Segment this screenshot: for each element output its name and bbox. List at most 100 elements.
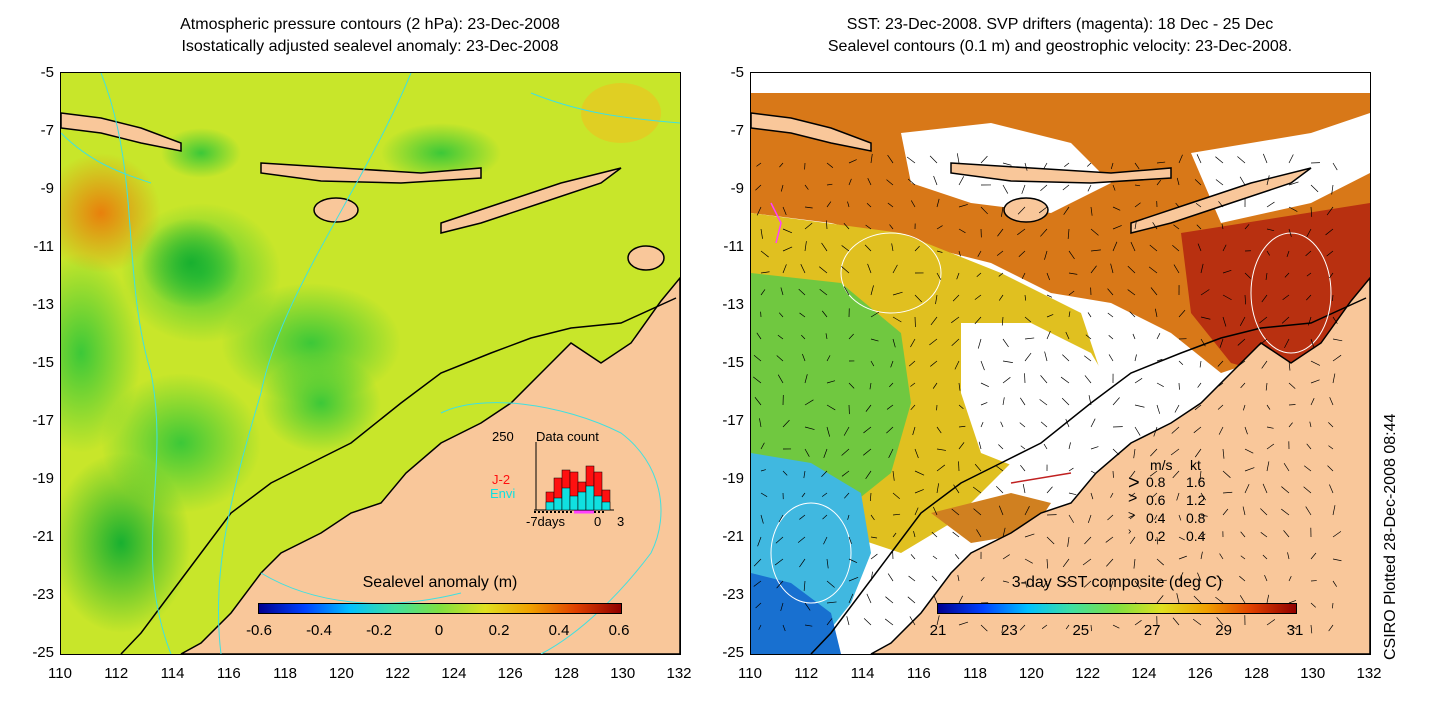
anomaly-blob bbox=[261, 353, 381, 453]
velocity-arrow bbox=[1218, 382, 1224, 387]
velocity-arrow bbox=[826, 380, 836, 384]
velocity-arrow bbox=[954, 554, 960, 560]
y-tick-label: -25 bbox=[32, 644, 54, 661]
velocity-arrow bbox=[1110, 162, 1114, 170]
inset-title: Data count bbox=[536, 429, 599, 444]
velocity-arrow bbox=[974, 463, 982, 472]
velocity-arrow bbox=[1329, 484, 1334, 494]
velocity-arrow bbox=[1084, 355, 1092, 362]
velocity-arrow bbox=[1239, 595, 1246, 604]
velocity-arrow bbox=[1266, 426, 1274, 429]
colorbar-tick-label: 27 bbox=[1143, 622, 1161, 639]
velocity-arrow bbox=[1283, 530, 1290, 538]
velocity-arrow bbox=[823, 448, 828, 458]
data-count-histogram bbox=[534, 442, 614, 514]
velocity-arrow bbox=[1064, 162, 1070, 167]
velocity-arrow bbox=[1134, 426, 1141, 436]
velocity-arrow bbox=[1106, 558, 1114, 567]
velocity-arrow bbox=[1244, 484, 1250, 494]
velocity-arrow bbox=[1068, 311, 1071, 318]
velocity-arrow bbox=[1331, 184, 1334, 195]
velocity-arrow bbox=[1193, 595, 1202, 604]
velocity-arrow bbox=[936, 464, 946, 472]
velocity-arrow bbox=[843, 222, 850, 230]
velocity-arrow bbox=[869, 382, 872, 390]
velocity-arrow bbox=[1150, 287, 1158, 296]
velocity-arrow bbox=[1332, 338, 1343, 342]
anomaly-blob bbox=[61, 153, 161, 273]
velocity-arrow bbox=[980, 360, 985, 371]
velocity-arrow bbox=[1332, 162, 1338, 171]
velocity-arrow bbox=[931, 575, 938, 582]
velocity-arrow bbox=[1288, 404, 1296, 406]
sst-map bbox=[751, 73, 1370, 654]
velocity-arrow bbox=[886, 404, 894, 410]
velocity-arrow bbox=[995, 485, 1004, 494]
velocity-arrow bbox=[888, 448, 894, 459]
x-tick-label: 116 bbox=[906, 665, 931, 682]
velocity-arrow bbox=[885, 596, 894, 604]
velocity-arrow bbox=[1107, 288, 1114, 296]
velocity-arrow bbox=[1176, 492, 1180, 501]
velocity-arrow bbox=[1237, 338, 1246, 346]
velocity-arrow bbox=[821, 470, 828, 478]
velocity-arrow bbox=[932, 382, 938, 389]
velocity-arrow bbox=[1107, 312, 1114, 318]
velocity-arrow bbox=[870, 153, 873, 164]
inset-envi-label: Envi bbox=[490, 486, 516, 501]
velocity-arrow bbox=[1024, 352, 1032, 362]
velocity-arrow bbox=[1087, 184, 1092, 192]
colorbar-tick-label: 29 bbox=[1215, 622, 1232, 639]
velocity-arrow bbox=[1265, 272, 1268, 280]
velocity-arrow bbox=[1306, 272, 1312, 277]
velocity-arrow bbox=[1178, 514, 1182, 521]
velocity-arrow bbox=[951, 316, 960, 324]
velocity-arrow bbox=[1266, 201, 1275, 208]
velocity-arrow bbox=[848, 159, 857, 164]
y-tick-label: -9 bbox=[730, 180, 744, 197]
velocity-arrow bbox=[1215, 179, 1224, 186]
velocity-arrow bbox=[884, 618, 894, 626]
velocity-arrow bbox=[1017, 206, 1026, 215]
velocity-arrow bbox=[778, 514, 784, 523]
velocity-arrow bbox=[1332, 580, 1337, 587]
drifter-track bbox=[1010, 472, 1072, 484]
velocity-arrow bbox=[870, 311, 880, 318]
x-tick-label: 110 bbox=[48, 665, 72, 682]
velocity-arrow bbox=[1134, 202, 1141, 208]
velocity-arrow bbox=[1129, 311, 1136, 318]
velocity-arrow bbox=[779, 162, 784, 168]
velocity-arrow bbox=[1219, 338, 1224, 348]
pressure-contour bbox=[530, 92, 680, 124]
velocity-arrow bbox=[1288, 154, 1294, 164]
velocity-arrow bbox=[998, 505, 1004, 516]
x-tick-label: 126 bbox=[497, 665, 523, 682]
velocity-arrow bbox=[1332, 505, 1336, 516]
velocity-arrow bbox=[1021, 272, 1026, 280]
histogram-bar-envi bbox=[569, 495, 579, 511]
velocity-arrow bbox=[1105, 536, 1114, 543]
velocity-arrow bbox=[1329, 397, 1334, 406]
velocity-arrow bbox=[1127, 289, 1136, 296]
velocity-arrow bbox=[892, 291, 903, 296]
velocity-arrow bbox=[1017, 228, 1026, 236]
velocity-arrow bbox=[910, 382, 916, 387]
velocity-arrow bbox=[1002, 397, 1005, 406]
anomaly-blob bbox=[141, 218, 241, 308]
right-title-line1: SST: 23-Dec-2008. SVP drifters (magenta)… bbox=[846, 16, 1274, 33]
velocity-arrow bbox=[914, 245, 920, 252]
velocity-legend-arrow-icon: › bbox=[1128, 526, 1132, 537]
velocity-arrow bbox=[1153, 426, 1158, 437]
velocity-arrow bbox=[1310, 624, 1313, 634]
velocity-arrow bbox=[1200, 551, 1203, 560]
velocity-arrow bbox=[1266, 404, 1271, 410]
velocity-arrow bbox=[803, 580, 806, 591]
velocity-arrow bbox=[1222, 470, 1231, 478]
velocity-arrow bbox=[1046, 536, 1055, 545]
velocity-arrow bbox=[1024, 505, 1030, 516]
velocity-arrow bbox=[1262, 483, 1268, 494]
velocity-arrow bbox=[1090, 492, 1094, 500]
velocity-arrow bbox=[821, 242, 828, 252]
velocity-arrow bbox=[870, 514, 875, 521]
land-topleft bbox=[751, 112, 872, 152]
